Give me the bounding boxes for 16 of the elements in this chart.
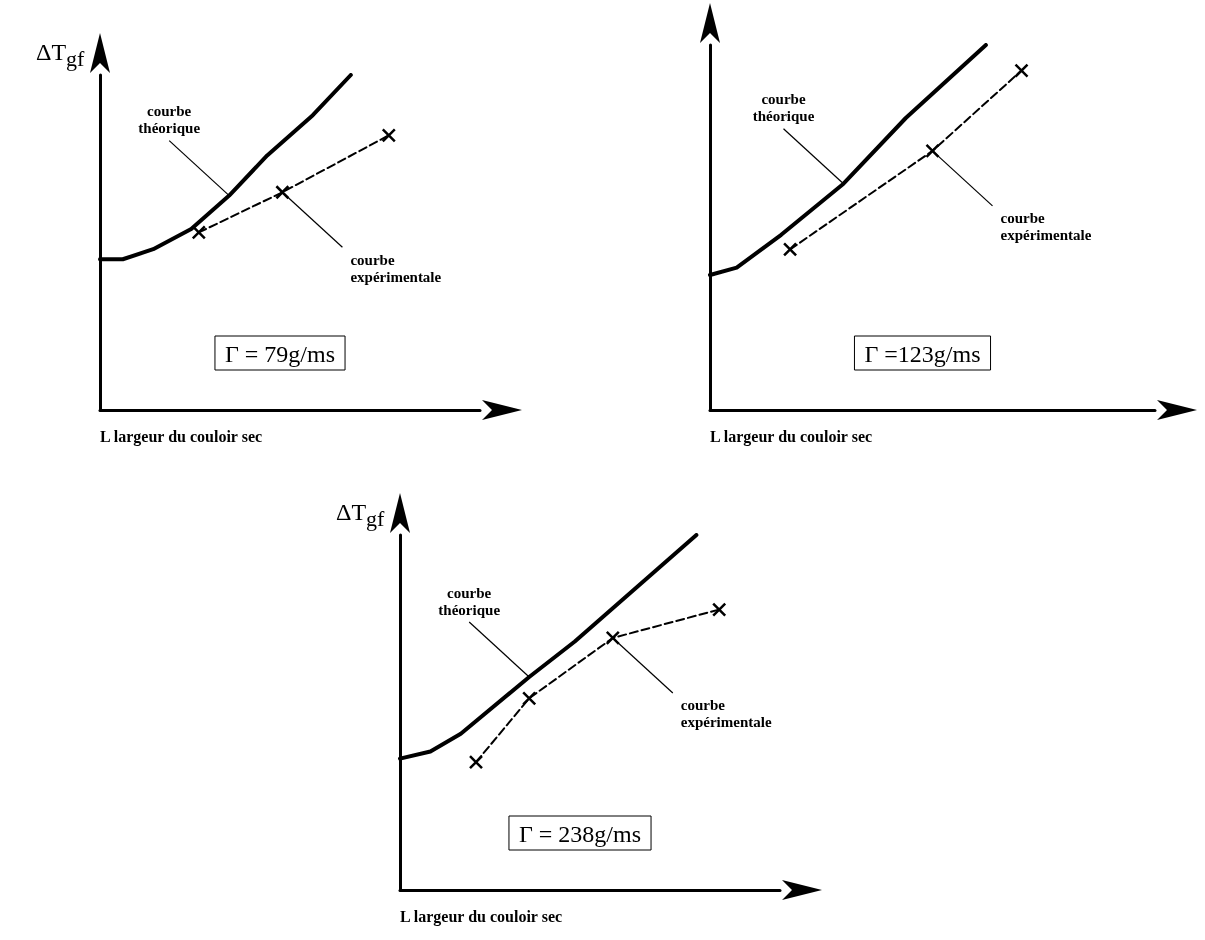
point: [605, 630, 621, 646]
annotation: Γ = 238g/ms: [518, 821, 642, 847]
x-axis-title: L largeur du couloir sec: [100, 427, 263, 446]
annotation: courbe expérimentale: [350, 251, 442, 285]
point: [468, 754, 484, 770]
x-axis-title: L largeur du couloir sec: [710, 427, 873, 446]
point: [711, 602, 727, 617]
annotation: courbe théorique: [752, 91, 815, 125]
annotation: Γ = 79g/ms: [224, 341, 336, 367]
annotation: courbe expérimentale: [1000, 210, 1092, 244]
annotation: courbe théorique: [438, 584, 501, 618]
annotation: courbe expérimentale: [680, 697, 772, 731]
annotation: Γ =123g/ms: [864, 341, 981, 367]
annotation: courbe théorique: [138, 103, 201, 137]
x-axis-title: L largeur du couloir sec: [400, 907, 563, 926]
point: [521, 691, 537, 706]
